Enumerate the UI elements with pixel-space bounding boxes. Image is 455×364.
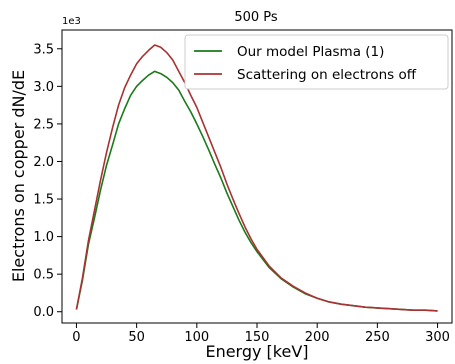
y-tick-label: 1.0: [33, 230, 54, 245]
y-tick-label: 1.5: [33, 193, 54, 208]
y-tick-label: 3.5: [33, 42, 54, 57]
legend-label-series-2: Scattering on electrons off: [237, 67, 417, 83]
y-offset-label: 1e3: [62, 16, 81, 27]
y-axis-label: Electrons on copper dN/dE: [9, 70, 28, 282]
series-line-1: [75, 70, 438, 312]
legend-label-series-1: Our model Plasma (1): [237, 44, 384, 60]
x-tick-label: 200: [305, 330, 330, 345]
x-tick-label: 300: [425, 330, 450, 345]
x-tick-label: 150: [245, 330, 270, 345]
chart-title: 500 Ps: [234, 10, 278, 25]
legend-box: [184, 34, 449, 90]
y-tick-label: 2.5: [33, 117, 54, 132]
x-tick-label: 50: [128, 330, 145, 345]
legend: Our model Plasma (1) Scattering on elect…: [184, 34, 449, 90]
x-axis: 0 50 100 150 200 250 300: [72, 323, 450, 345]
y-tick-label: 3.0: [33, 80, 54, 95]
x-tick-label: 100: [184, 330, 209, 345]
y-tick-label: 0.0: [33, 305, 54, 320]
x-axis-label: Energy [keV]: [205, 342, 308, 361]
y-axis: 0.0 0.5 1.0 1.5 2.0 2.5 3.0 3.5: [33, 42, 62, 320]
y-tick-label: 0.5: [33, 268, 54, 283]
series-line-2: [75, 44, 438, 312]
x-tick-label: 250: [365, 330, 390, 345]
plot-area: [75, 44, 438, 312]
x-tick-label: 0: [72, 330, 80, 345]
y-tick-label: 2.0: [33, 155, 54, 170]
